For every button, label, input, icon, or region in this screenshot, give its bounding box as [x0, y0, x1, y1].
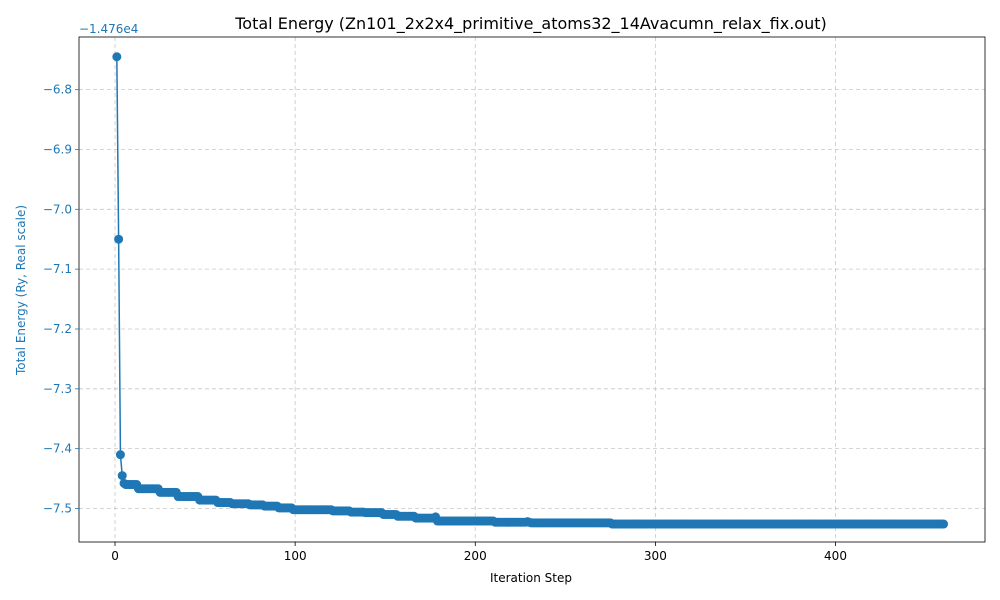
x-axis-label: Iteration Step [490, 571, 572, 585]
y-tick-label: −7.3 [43, 382, 72, 396]
y-axis-ticks: −6.8 −6.9 −7.0 −7.1 −7.2 −7.3 −7.4 −7.5 [43, 83, 79, 515]
x-tick-label: 100 [284, 549, 307, 563]
y-tick-label: −7.5 [43, 501, 72, 515]
x-tick-label: 200 [464, 549, 487, 563]
series-total-energy [112, 52, 949, 529]
x-tick-label: 300 [644, 549, 667, 563]
y-axis-offset-label: −1.476e4 [79, 22, 138, 36]
y-tick-label: −7.0 [43, 202, 72, 216]
data-point [939, 519, 949, 529]
y-tick-label: −6.8 [43, 83, 72, 97]
y-tick-label: −6.9 [43, 142, 72, 156]
x-axis-ticks: 0 100 200 300 400 [111, 542, 847, 563]
y-tick-label: −7.2 [43, 322, 72, 336]
chart-title: Total Energy (Zn101_2x2x4_primitive_atom… [234, 14, 826, 34]
y-axis-label: Total Energy (Ry, Real scale) [14, 205, 28, 376]
y-tick-label: −7.1 [43, 262, 72, 276]
data-point [114, 234, 124, 244]
plot-frame [78, 36, 986, 543]
grid-lines [79, 37, 985, 542]
y-tick-label: −7.4 [43, 442, 72, 456]
data-point [115, 450, 125, 460]
data-point [117, 471, 127, 481]
x-tick-label: 0 [111, 549, 119, 563]
data-point [112, 52, 122, 62]
x-tick-label: 400 [824, 549, 847, 563]
